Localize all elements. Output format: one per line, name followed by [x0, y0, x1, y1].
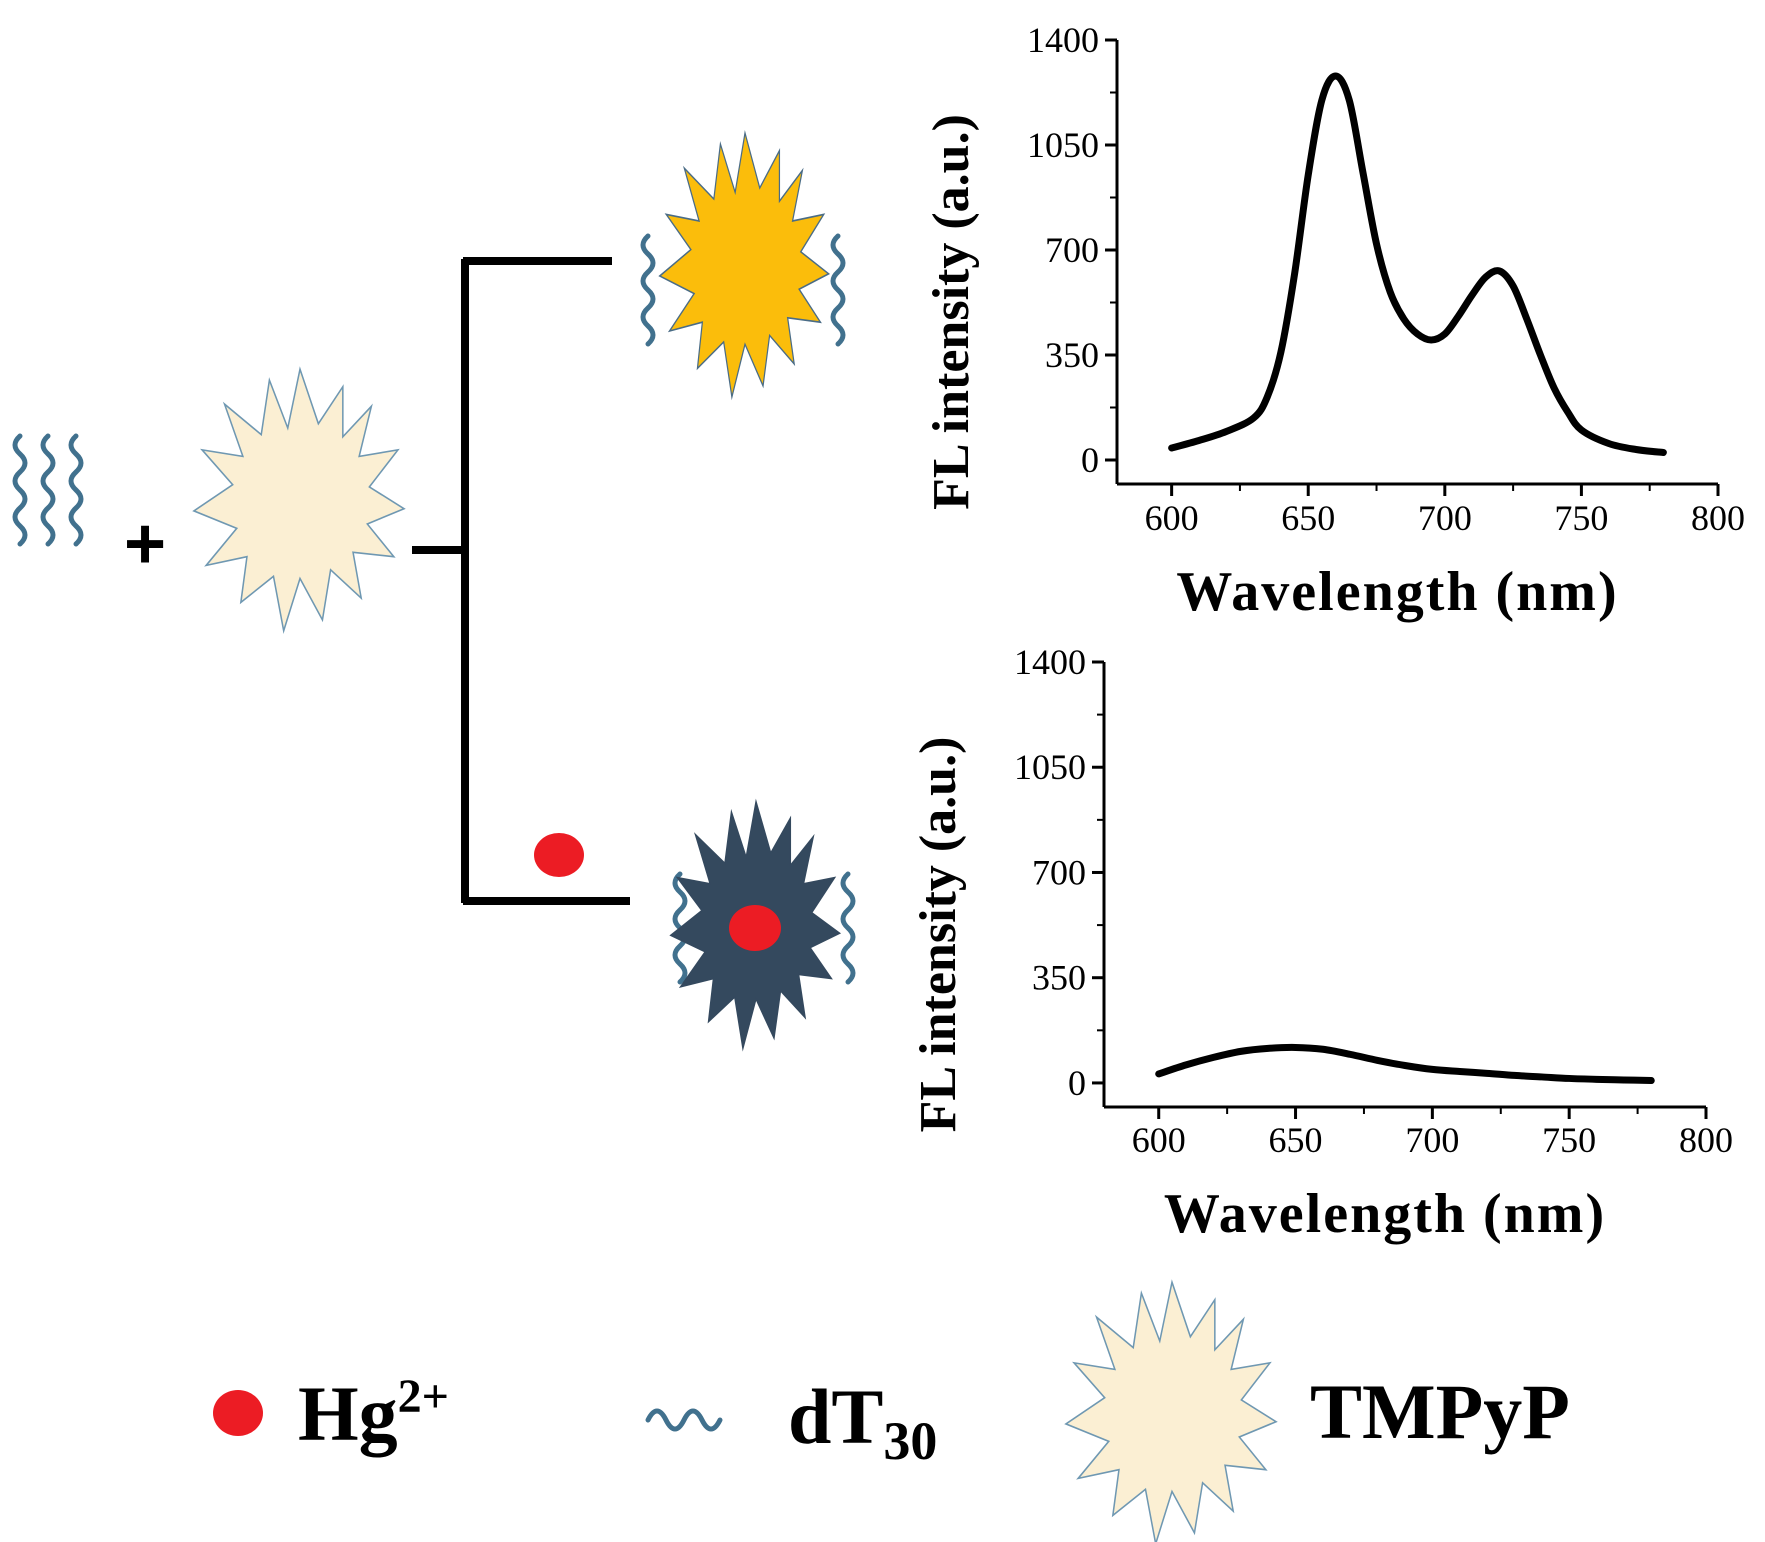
reaction-branch-lines — [412, 257, 630, 905]
hg-ion-added — [534, 833, 584, 877]
y-tick-label: 700 — [1045, 230, 1099, 270]
dt30-strand — [71, 436, 81, 544]
y-tick-label: 350 — [1032, 958, 1086, 998]
product-quenched-complex — [669, 800, 853, 1050]
dt30-strand — [833, 236, 843, 344]
dt30-strand — [43, 436, 53, 544]
x-tick-label: 600 — [1132, 1120, 1186, 1160]
y-tick-label: 700 — [1032, 852, 1086, 892]
plus-sign: + — [124, 504, 166, 584]
legend-dt30-label: dT30 — [788, 1373, 937, 1471]
spectrum-line — [1168, 72, 1667, 456]
x-tick-label: 600 — [1145, 498, 1199, 538]
spectrum-line — [1155, 1043, 1655, 1085]
x-tick-label: 650 — [1281, 498, 1335, 538]
legend-tmpyp-icon — [1065, 1281, 1277, 1542]
legend-dt30-icon — [645, 1408, 723, 1432]
y-axis-label: FL intensity (a.u.) — [923, 114, 980, 510]
x-tick-label: 800 — [1679, 1120, 1733, 1160]
legend-tmpyp-label: TMPyP — [1310, 1368, 1570, 1455]
x-tick-label: 700 — [1418, 498, 1472, 538]
x-axis-label: Wavelength (nm) — [1164, 1183, 1606, 1245]
hg-ion-bound — [729, 905, 781, 951]
y-tick-label: 1050 — [1014, 747, 1086, 787]
legend: Hg2+ dT30 TMPyP — [213, 1281, 1570, 1542]
x-tick-label: 750 — [1554, 498, 1608, 538]
dt30-strand — [843, 874, 853, 982]
x-tick-label: 700 — [1405, 1120, 1459, 1160]
y-tick-label: 1050 — [1027, 125, 1099, 165]
tmpyp-molecule-reactant — [193, 368, 405, 632]
product-fluorescent-complex — [643, 132, 843, 398]
dt30-strand — [643, 236, 653, 344]
dt30-strand — [15, 436, 25, 544]
y-tick-label: 0 — [1081, 440, 1099, 480]
legend-hg-icon — [213, 1390, 263, 1436]
x-tick-label: 650 — [1269, 1120, 1323, 1160]
y-tick-label: 1400 — [1027, 20, 1099, 60]
legend-dt-subscript: 30 — [883, 1411, 937, 1471]
tmpyp-fluorescent-icon — [658, 132, 830, 398]
x-axis-label: Wavelength (nm) — [1176, 561, 1618, 623]
legend-hg-superscript: 2+ — [398, 1370, 449, 1423]
x-tick-label: 750 — [1542, 1120, 1596, 1160]
x-tick-label: 800 — [1691, 498, 1745, 538]
y-tick-label: 350 — [1045, 335, 1099, 375]
legend-hg-text: Hg — [298, 1370, 398, 1457]
y-axis-label: FL intensity (a.u.) — [910, 737, 967, 1133]
spectrum-chart-with-hg: 600 650 700 750 800 0 350 700 1050 1400 Wavelength… — [910, 642, 1733, 1245]
dt30-strands-reactant — [15, 436, 81, 544]
y-tick-label: 1400 — [1014, 642, 1086, 682]
y-tick-label: 0 — [1068, 1063, 1086, 1103]
legend-dt-text: dT — [788, 1373, 883, 1460]
spectrum-chart-without-hg: 600 650 700 750 800 0 350 700 1050 1400 Wavelength… — [923, 20, 1745, 623]
legend-hg-label: Hg2+ — [298, 1370, 449, 1457]
